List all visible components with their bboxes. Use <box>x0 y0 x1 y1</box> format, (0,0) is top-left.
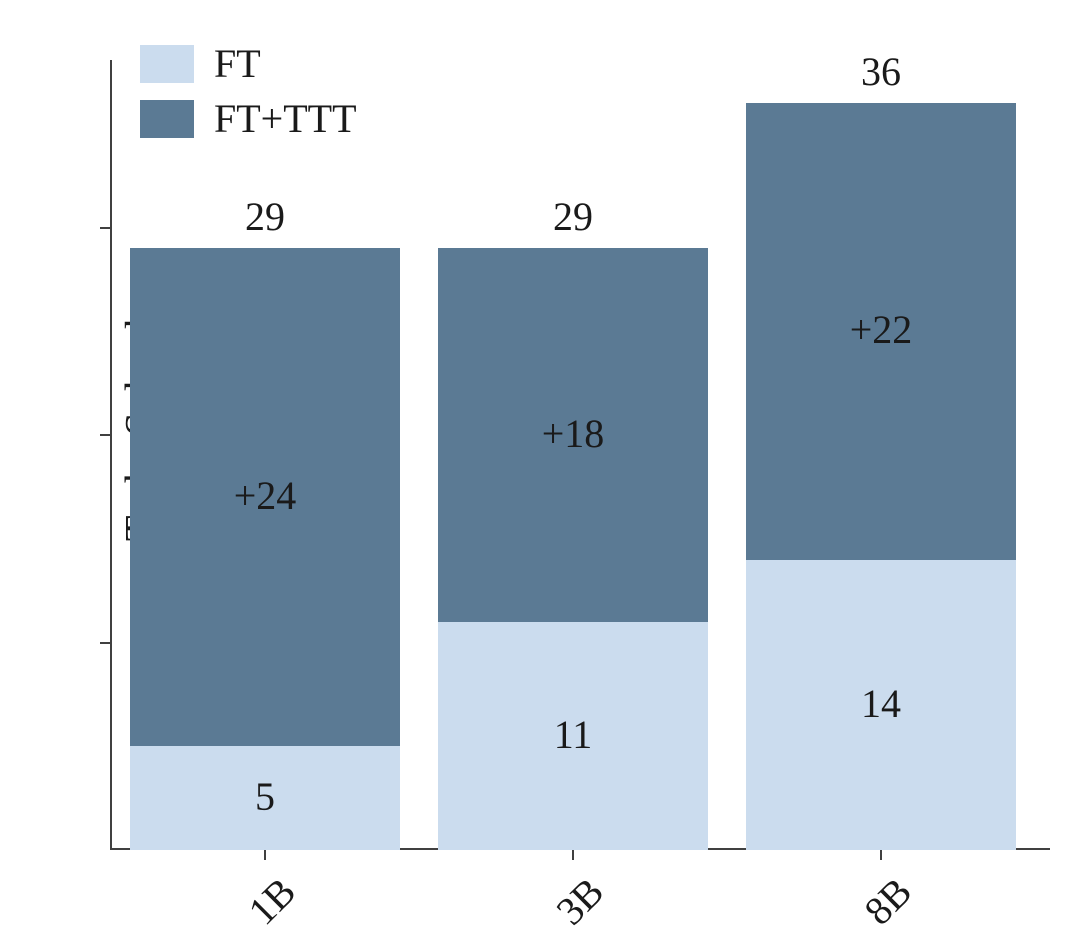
legend: FT FT+TTT <box>140 40 357 150</box>
bar-total-value: 29 <box>438 193 708 240</box>
bar-ft-value: 11 <box>438 711 708 758</box>
legend-item-ftttt: FT+TTT <box>140 95 357 142</box>
y-axis-line <box>110 60 112 850</box>
x-tick-label: 1B <box>239 868 305 934</box>
legend-label-ftttt: FT+TTT <box>214 95 357 142</box>
y-tick <box>100 434 110 436</box>
x-tick <box>264 850 266 860</box>
bar-group: 11+1829 <box>438 248 708 850</box>
x-tick <box>880 850 882 860</box>
legend-swatch-ftttt <box>140 100 194 138</box>
bar-group: 14+2236 <box>746 103 1016 850</box>
plot-area: 5 +24 29 11 +18 29 14 +22 36 FT FT+TTT <box>110 20 1060 850</box>
bar-ft-value: 5 <box>130 773 400 820</box>
bar-delta-value: +18 <box>438 410 708 457</box>
chart-container: 5+242911+182914+2236 FT FT+TTT 1B3B8B <box>110 20 1060 870</box>
x-tick-label: 3B <box>547 868 613 934</box>
legend-swatch-ft <box>140 45 194 83</box>
x-tick-label: 8B <box>855 868 921 934</box>
bar-ft-value: 14 <box>746 680 1016 727</box>
y-tick <box>100 227 110 229</box>
legend-label-ft: FT <box>214 40 261 87</box>
legend-item-ft: FT <box>140 40 357 87</box>
y-tick <box>100 642 110 644</box>
bar-delta-value: +24 <box>130 472 400 519</box>
bar-group: 5+2429 <box>130 248 400 850</box>
bar-total-value: 36 <box>746 48 1016 95</box>
bar-delta-value: +22 <box>746 306 1016 353</box>
bar-total-value: 29 <box>130 193 400 240</box>
x-tick <box>572 850 574 860</box>
